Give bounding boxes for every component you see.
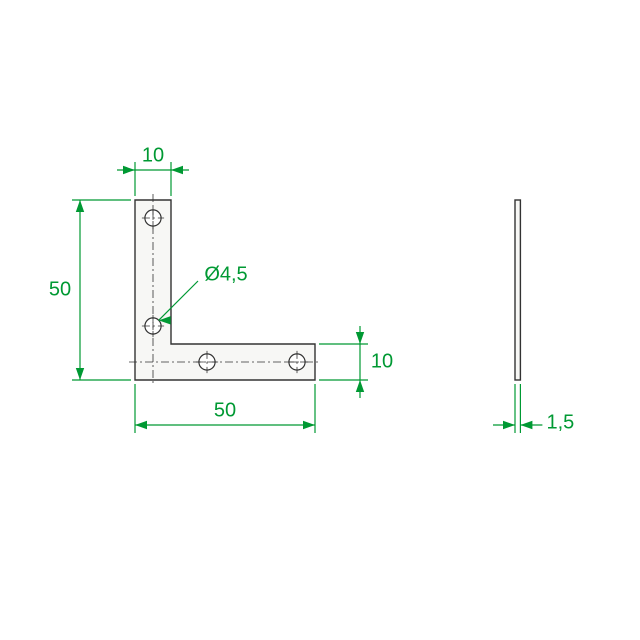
- dim-hole-dia: Ø4,5: [204, 263, 247, 285]
- dim-arrow: [520, 421, 532, 429]
- dim-width-50: 50: [214, 399, 236, 421]
- side-view-outline: [515, 200, 520, 380]
- dim-arrow: [135, 421, 147, 429]
- dim-arrow: [76, 200, 84, 212]
- dim-arrow: [76, 368, 84, 380]
- dim-thickness: 1,5: [546, 411, 574, 433]
- dim-top-10: 10: [142, 144, 164, 166]
- dim-arrow: [303, 421, 315, 429]
- dim-right-10: 10: [371, 350, 393, 372]
- dim-arrow: [503, 421, 515, 429]
- dim-height-50: 50: [49, 278, 71, 300]
- l-bracket-outline: [135, 200, 315, 380]
